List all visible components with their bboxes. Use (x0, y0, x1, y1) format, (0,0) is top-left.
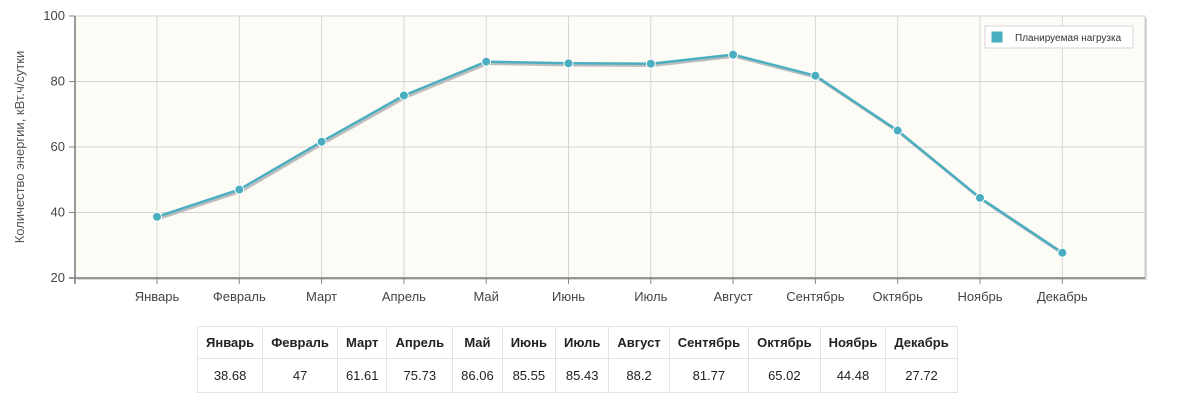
legend-swatch (990, 30, 1004, 44)
legend-box (984, 25, 1134, 49)
legend-label: Планируемая нагрузка (1015, 33, 1122, 44)
table-value-cell: 47 (262, 358, 338, 393)
x-tick-label: Январь (135, 289, 180, 304)
x-tick-label: Июнь (552, 289, 585, 304)
x-tick-label: Декабрь (1037, 289, 1088, 304)
table-header-cell: Январь (196, 326, 264, 359)
table-value-cell: 38.68 (196, 358, 264, 393)
table-header-cell: Март (336, 326, 388, 359)
table-header-cell: Июль (554, 326, 610, 359)
data-point (481, 56, 492, 67)
monthly-values-table: Январь Февраль Март Апрель Май Июнь Июль Август… (196, 326, 958, 393)
table-value-cell: 81.77 (668, 358, 750, 393)
series-line (156, 53, 1063, 254)
table-header-cell: Июнь (501, 326, 557, 359)
data-point (316, 136, 327, 147)
table-header-cell: Октябрь (748, 326, 821, 359)
x-tick-label: Август (714, 289, 753, 304)
table-value-cell: 75.73 (386, 358, 454, 393)
x-tick-label: Июль (634, 289, 667, 304)
x-tick-label: Сентябрь (786, 289, 844, 304)
data-point (563, 58, 574, 69)
table-value-cell: 65.02 (748, 358, 821, 393)
y-tick-label: 40 (51, 205, 65, 220)
table-value-cell: 88.2 (608, 358, 670, 393)
y-tick-label: 100 (43, 8, 65, 23)
data-point (152, 211, 162, 222)
data-point (892, 125, 903, 136)
table-value-cell: 85.55 (501, 358, 557, 393)
line-chart: 20 40 60 80 100 Январь Февраль Март Апрель Май Июн… (12, 8, 1147, 304)
y-tick-label: 20 (51, 270, 65, 285)
table-header-cell: Ноябрь (819, 326, 887, 359)
table-value-cell: 27.72 (885, 358, 958, 393)
table-header-cell: Апрель (386, 326, 454, 359)
data-point (398, 90, 409, 101)
y-axis-title: Количество энергии, кВт.ч/сутки (12, 51, 27, 244)
table-header-cell: Май (452, 326, 503, 359)
data-point (234, 184, 245, 195)
data-point (975, 192, 985, 203)
y-tick-label: 80 (51, 74, 65, 89)
y-tick-label: 60 (51, 139, 65, 154)
data-point (810, 70, 821, 81)
legend: Планируемая нагрузка (984, 25, 1134, 49)
table-value-cell: 85.43 (554, 358, 610, 393)
table-header-cell: Февраль (262, 326, 338, 359)
x-tick-label: Февраль (213, 289, 266, 304)
table-header-cell: Август (608, 326, 670, 359)
data-point (645, 58, 656, 69)
x-tick-label: Апрель (382, 289, 426, 304)
x-tick-label: Ноябрь (957, 289, 1002, 304)
data-point (1057, 247, 1068, 258)
table-header-cell: Сентябрь (668, 326, 750, 359)
table-values-row: 38.68 47 61.61 75.73 86.06 85.55 85.43 88.2 81.7… (196, 358, 958, 393)
table-value-cell: 86.06 (452, 358, 503, 393)
x-tick-label: Май (473, 289, 498, 304)
table-value-cell: 44.48 (819, 358, 887, 393)
table-header-cell: Декабрь (885, 326, 958, 359)
x-tick-label: Октябрь (873, 289, 924, 304)
data-point (728, 49, 739, 60)
table-value-cell: 61.61 (336, 358, 388, 393)
table-header-row: Январь Февраль Март Апрель Май Июнь Июль Август… (196, 326, 958, 359)
x-tick-label: Март (306, 289, 337, 304)
